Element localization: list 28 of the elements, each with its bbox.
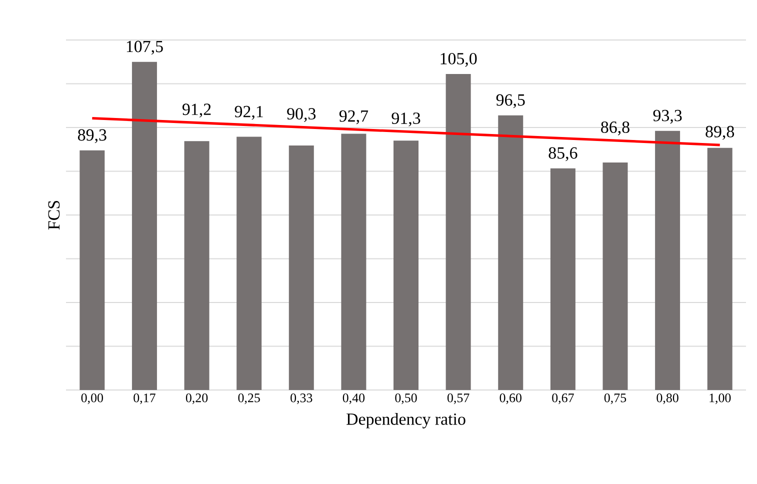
data-label: 96,5 — [496, 94, 525, 108]
data-label: 93,3 — [653, 110, 682, 124]
x-tick-label: 0,50 — [395, 394, 417, 404]
data-label: 86,8 — [601, 121, 630, 136]
x-tick-label: 0,40 — [342, 394, 365, 404]
data-label: 107,5 — [126, 40, 163, 55]
x-axis-title: Dependency ratio — [346, 412, 466, 428]
x-tick-label: 0,20 — [186, 394, 208, 404]
data-label: 89,3 — [78, 129, 106, 144]
data-label: 92,1 — [234, 106, 263, 120]
x-tick-label: 0,75 — [604, 394, 626, 404]
x-tick-label: 1,00 — [710, 394, 731, 404]
y-axis-title: FCS — [48, 200, 60, 230]
data-label: 90,3 — [287, 108, 316, 122]
data-label: 91,2 — [182, 104, 211, 118]
data-label: 85,6 — [548, 147, 578, 162]
x-tick-label: 0,67 — [552, 394, 574, 404]
data-label: 91,3 — [392, 112, 420, 126]
data-label: 89,8 — [706, 126, 734, 140]
x-tick-label: 0,25 — [238, 394, 260, 404]
x-tick-label: 0,57 — [447, 394, 470, 404]
x-tick-label: 0,60 — [500, 394, 522, 404]
x-tick-label: 0,00 — [81, 394, 104, 404]
x-tick-label: 0,17 — [134, 394, 156, 404]
data-label: 105,0 — [440, 52, 477, 67]
x-tick-label: 0,33 — [290, 394, 312, 404]
x-tick-label: 0,80 — [656, 394, 678, 404]
data-label: 92,7 — [339, 110, 368, 124]
